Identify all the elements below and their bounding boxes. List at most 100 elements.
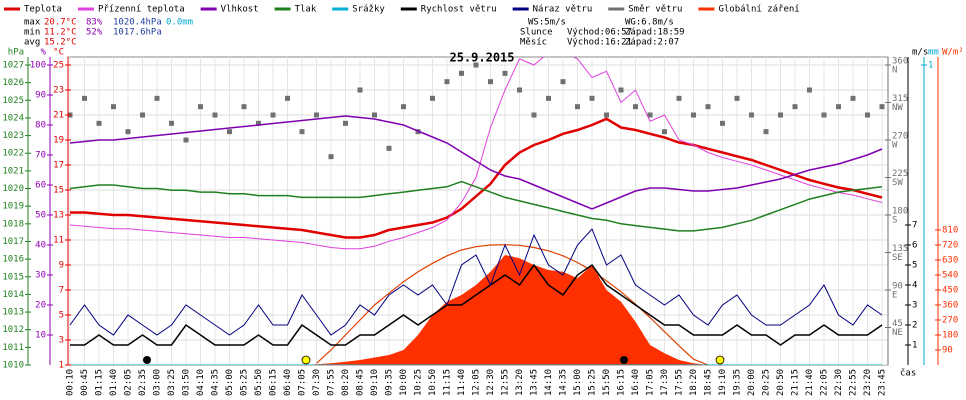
y-tick-label: 90	[892, 282, 903, 292]
compass-label: N	[892, 66, 897, 76]
direction-point	[430, 95, 435, 101]
sun-rise	[301, 355, 311, 365]
direction-point	[546, 95, 551, 101]
direction-point	[749, 112, 754, 118]
moon-set	[143, 356, 151, 364]
y-tick-label: 315	[892, 94, 908, 104]
compass-label: SW	[892, 178, 903, 188]
y-tick-label: 1026	[2, 78, 24, 88]
x-tick-label: 12:05	[472, 369, 482, 396]
y-tick-label: 100	[30, 61, 46, 71]
y-tick-label: 90	[35, 91, 46, 101]
y-tick-label: 2	[912, 321, 917, 331]
x-tick-label: 23:45	[878, 369, 888, 396]
axis-unit: mm	[928, 48, 939, 58]
x-tick-label: 06:40	[283, 369, 293, 396]
direction-point	[256, 120, 261, 126]
y-tick-label: 60	[35, 181, 46, 191]
x-tick-label: 19:35	[733, 369, 743, 396]
y-tick-label: 1024	[2, 113, 24, 123]
y-tick-label: 25	[53, 61, 64, 71]
legend-label: Srážky	[352, 5, 385, 15]
series-line	[70, 117, 883, 239]
x-tick-label: 09:10	[370, 369, 380, 396]
x-tick-label: 03:25	[167, 369, 177, 396]
y-tick-label: 1015	[2, 272, 24, 282]
x-tick-label: 11:40	[457, 369, 467, 396]
y-tick-label: 21	[53, 111, 64, 121]
x-tick-label: 15:50	[602, 369, 612, 396]
series-line	[69, 180, 883, 232]
x-tick-label: 16:15	[617, 369, 627, 396]
y-tick-label: 1017	[2, 237, 24, 247]
y-tick-label: 23	[53, 86, 64, 96]
y-tick-label: 135	[892, 244, 908, 254]
y-tick-label: 1	[912, 341, 917, 351]
direction-point	[575, 104, 580, 110]
y-tick-label: 1018	[2, 219, 24, 229]
direction-point	[343, 120, 348, 126]
y-tick-label: 270	[892, 132, 908, 142]
y-tick-label: 1019	[2, 202, 24, 212]
series-line	[70, 263, 883, 346]
y-tick-label: 270	[942, 316, 958, 326]
stat-value: 1017.6hPa	[113, 28, 162, 38]
direction-point	[691, 112, 696, 118]
direction-point	[618, 87, 624, 93]
y-tick-label: 80	[35, 121, 46, 131]
direction-point	[531, 112, 537, 118]
y-tick-label: 1	[59, 361, 64, 371]
y-tick-label: 3	[59, 336, 64, 346]
x-tick-label: 13:45	[530, 369, 540, 396]
legend-label: Globální záření	[718, 5, 799, 15]
astro-text: Východ:06:57	[567, 28, 632, 38]
astro-text: Západ:2:07	[625, 38, 679, 48]
stat-value: 11.2°C	[44, 28, 77, 38]
direction-point	[850, 95, 856, 101]
direction-point	[662, 129, 667, 135]
y-tick-label: 1023	[2, 131, 24, 141]
y-tick-label: 10	[35, 331, 46, 341]
x-tick-label: 06:15	[269, 369, 279, 396]
direction-point	[183, 137, 189, 143]
axis-unit: %	[41, 48, 47, 58]
direction-point	[227, 129, 232, 135]
legend-label: Směr větru	[628, 5, 682, 15]
stat-value: 0.0mm	[166, 18, 193, 28]
direction-point	[633, 104, 638, 110]
x-tick-label: 20:00	[747, 369, 757, 396]
direction-point	[865, 112, 870, 118]
y-tick-label: 1021	[2, 166, 24, 176]
compass-label: NE	[892, 328, 903, 338]
x-tick-label: 09:35	[385, 369, 395, 396]
stat-value: 1020.4hPa	[113, 18, 162, 28]
x-tick-label: 08:20	[341, 369, 351, 396]
direction-point	[517, 87, 522, 93]
y-tick-label: 180	[892, 207, 908, 217]
y-tick-label: 1016	[2, 255, 24, 265]
x-tick-label: 04:10	[196, 369, 206, 396]
astro-text: Východ:16:21	[567, 38, 632, 48]
stat-value: 83%	[86, 18, 103, 28]
direction-point	[647, 112, 653, 118]
x-tick-label: 22:30	[834, 369, 844, 396]
x-tick-label: 14:10	[544, 369, 554, 396]
x-tick-label: 02:05	[124, 369, 134, 396]
x-tick-label: 16:40	[631, 369, 641, 396]
direction-point	[386, 145, 392, 151]
wind-stat: WG:6.8m/s	[625, 18, 674, 28]
direction-point	[314, 112, 319, 118]
direction-point	[807, 87, 812, 93]
direction-point	[125, 129, 131, 135]
y-tick-label: 7	[59, 286, 64, 296]
x-tick-label: 23:20	[863, 369, 873, 396]
y-tick-label: 5	[912, 261, 917, 271]
x-tick-label: 19:10	[718, 369, 728, 396]
direction-point	[372, 112, 377, 118]
stat-value: 20.7°C	[44, 18, 77, 28]
y-tick-label: 810	[942, 226, 958, 236]
series-line	[69, 228, 883, 336]
direction-point	[720, 120, 725, 126]
stat-value: 52%	[86, 28, 103, 38]
